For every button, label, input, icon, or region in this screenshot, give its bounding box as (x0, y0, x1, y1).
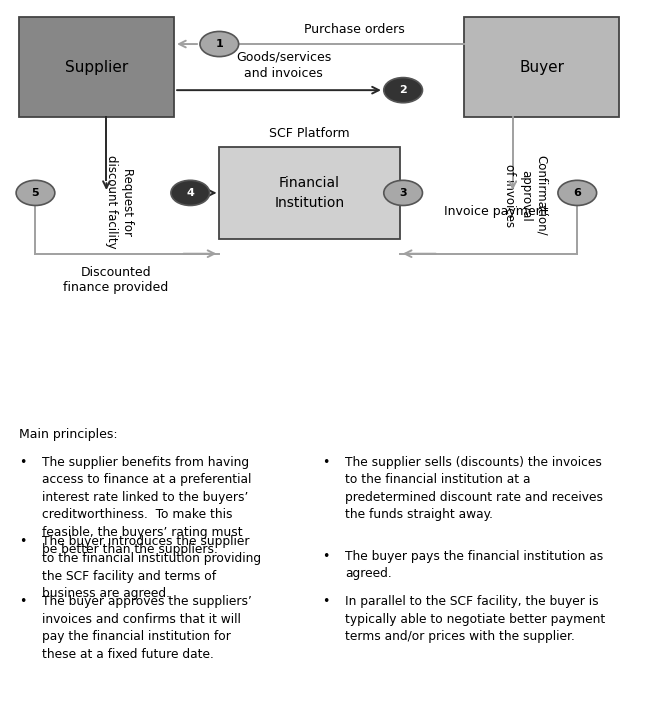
Circle shape (384, 77, 422, 103)
Text: Financial
Institution: Financial Institution (275, 176, 344, 210)
Text: 5: 5 (32, 188, 39, 198)
Text: The supplier benefits from having
access to finance at a preferential
interest r: The supplier benefits from having access… (42, 455, 252, 556)
Text: In parallel to the SCF facility, the buyer is
typically able to negotiate better: In parallel to the SCF facility, the buy… (345, 596, 605, 643)
Text: 4: 4 (186, 188, 194, 198)
Text: 2: 2 (399, 85, 407, 95)
Text: •: • (322, 596, 330, 609)
Text: •: • (322, 455, 330, 469)
FancyBboxPatch shape (464, 17, 619, 117)
Text: Purchase orders: Purchase orders (304, 22, 405, 35)
Text: The buyer pays the financial institution as
agreed.: The buyer pays the financial institution… (345, 550, 603, 581)
Text: Request for
discount facility: Request for discount facility (105, 155, 134, 249)
Text: Main principles:: Main principles: (19, 429, 118, 442)
Text: •: • (322, 550, 330, 563)
Text: The supplier sells (discounts) the invoices
to the financial institution at a
pr: The supplier sells (discounts) the invoi… (345, 455, 603, 521)
Circle shape (171, 180, 210, 205)
Circle shape (558, 180, 597, 205)
Text: Supplier: Supplier (65, 59, 128, 74)
Text: Buyer: Buyer (519, 59, 564, 74)
Circle shape (200, 31, 239, 56)
Text: 6: 6 (573, 188, 581, 198)
Circle shape (16, 180, 55, 205)
Text: Confirmation/
approval
of invoices: Confirmation/ approval of invoices (503, 155, 548, 236)
Text: Goods/services
and invoices: Goods/services and invoices (236, 51, 332, 80)
Text: The buyer approves the suppliers’
invoices and confirms that it will
pay the fin: The buyer approves the suppliers’ invoic… (42, 596, 252, 661)
FancyBboxPatch shape (219, 147, 400, 239)
Text: 3: 3 (399, 188, 407, 198)
Text: •: • (19, 596, 26, 609)
Circle shape (384, 180, 422, 205)
Text: •: • (19, 535, 26, 548)
Text: SCF Platform: SCF Platform (269, 127, 350, 140)
FancyBboxPatch shape (19, 17, 174, 117)
Text: The buyer introduces the supplier
to the financial institution providing
the SCF: The buyer introduces the supplier to the… (42, 535, 261, 600)
Text: Invoice payment: Invoice payment (444, 205, 549, 218)
Text: •: • (19, 455, 26, 469)
Text: Discounted
finance provided: Discounted finance provided (63, 266, 169, 294)
Text: 1: 1 (215, 39, 223, 49)
